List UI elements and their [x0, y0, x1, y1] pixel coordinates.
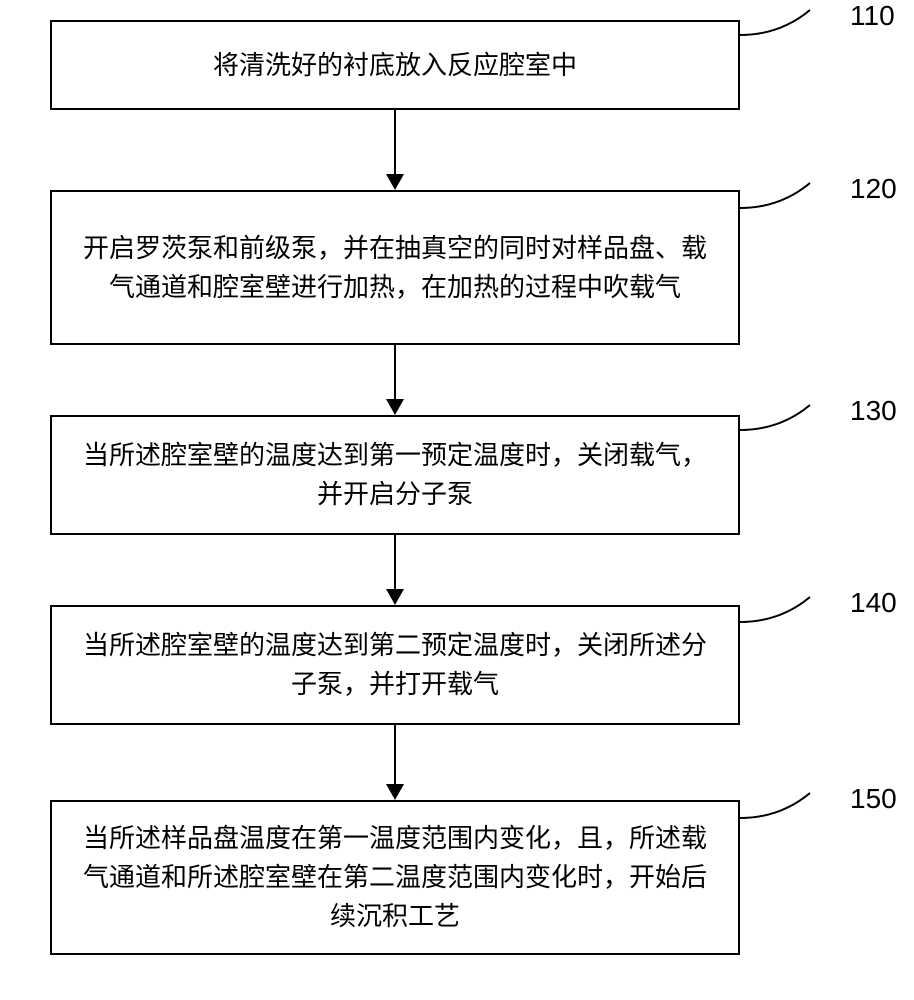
- step-label-150: 150: [850, 783, 897, 815]
- step-text: 将清洗好的衬底放入反应腔室中: [213, 46, 577, 85]
- step-text: 当所述腔室壁的温度达到第一预定温度时，关闭载气，并开启分子泵: [72, 436, 718, 514]
- arrow-120-130: [392, 345, 398, 415]
- arrow-140-150: [392, 725, 398, 800]
- callout-110: [740, 5, 850, 45]
- callout-140: [740, 592, 850, 632]
- step-box-140: 当所述腔室壁的温度达到第二预定温度时，关闭所述分子泵，并打开载气: [50, 605, 740, 725]
- callout-130: [740, 400, 850, 440]
- callout-150: [740, 788, 850, 828]
- step-box-130: 当所述腔室壁的温度达到第一预定温度时，关闭载气，并开启分子泵: [50, 415, 740, 535]
- step-text: 当所述样品盘温度在第一温度范围内变化，且，所述载气通道和所述腔室壁在第二温度范围…: [72, 819, 718, 936]
- step-label-140: 140: [850, 587, 897, 619]
- step-label-120: 120: [850, 173, 897, 205]
- step-box-110: 将清洗好的衬底放入反应腔室中: [50, 20, 740, 110]
- callout-120: [740, 178, 850, 218]
- step-text: 当所述腔室壁的温度达到第二预定温度时，关闭所述分子泵，并打开载气: [72, 626, 718, 704]
- flowchart: 将清洗好的衬底放入反应腔室中 110 开启罗茨泵和前级泵，并在抽真空的同时对样品…: [0, 0, 914, 1000]
- step-box-120: 开启罗茨泵和前级泵，并在抽真空的同时对样品盘、载气通道和腔室壁进行加热，在加热的…: [50, 190, 740, 345]
- step-label-110: 110: [850, 0, 895, 32]
- step-label-130: 130: [850, 395, 897, 427]
- arrow-130-140: [392, 535, 398, 605]
- step-box-150: 当所述样品盘温度在第一温度范围内变化，且，所述载气通道和所述腔室壁在第二温度范围…: [50, 800, 740, 955]
- step-text: 开启罗茨泵和前级泵，并在抽真空的同时对样品盘、载气通道和腔室壁进行加热，在加热的…: [72, 229, 718, 307]
- arrow-110-120: [392, 110, 398, 190]
